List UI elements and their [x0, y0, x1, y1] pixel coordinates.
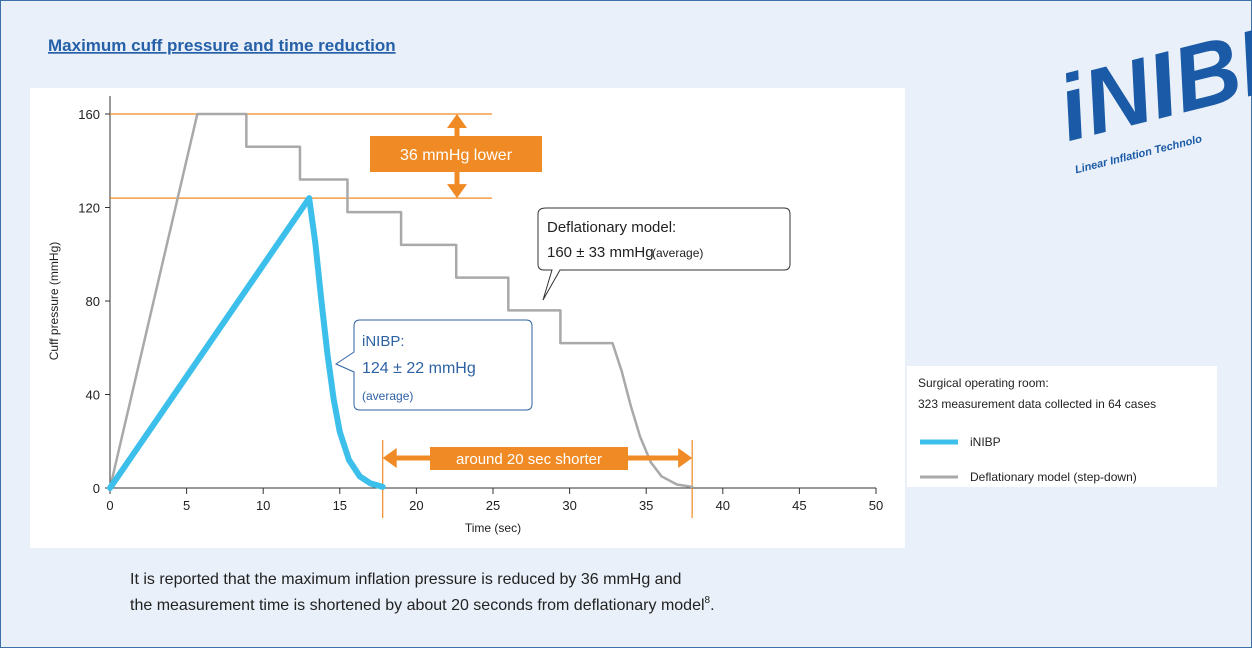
y-tick-label: 0 — [93, 481, 100, 496]
legend-box — [907, 366, 1217, 487]
arrow-head — [382, 448, 397, 468]
caption-superscript: 8 — [705, 595, 711, 606]
legend-title: 323 measurement data collected in 64 cas… — [918, 397, 1156, 411]
x-tick-label: 20 — [409, 498, 423, 513]
y-tick-label: 120 — [78, 201, 100, 216]
arrow-head — [447, 114, 467, 128]
y-axis-label: Cuff pressure (mmHg) — [47, 242, 61, 360]
x-tick-label: 25 — [486, 498, 500, 513]
arrow-head — [447, 184, 467, 199]
arrow-head — [678, 448, 693, 468]
title: Maximum cuff pressure and time reduction — [48, 36, 396, 55]
series-line — [108, 112, 694, 490]
series-line — [107, 195, 386, 491]
legend-label: Deflationary model (step-down) — [970, 470, 1137, 484]
x-tick-label: 35 — [639, 498, 653, 513]
callout-text: 124 ± 22 mmHg — [362, 360, 476, 377]
x-tick-label: 45 — [792, 498, 806, 513]
caption-end: . — [710, 597, 714, 614]
callout-text: (average) — [652, 246, 703, 260]
callout-text: 160 ± 33 mmHg — [547, 244, 654, 261]
caption: It is reported that the maximum inflatio… — [130, 571, 681, 588]
callout-text: (average) — [362, 389, 413, 403]
callout-text: iNIBP: — [362, 333, 405, 350]
callout — [537, 207, 791, 301]
callout-text: Deflationary model: — [547, 219, 676, 236]
x-tick-label: 10 — [256, 498, 270, 513]
y-tick-label: 40 — [86, 388, 100, 403]
x-axis-label: Time (sec) — [465, 521, 521, 535]
callout — [334, 319, 533, 411]
x-tick-label: 5 — [183, 498, 190, 513]
legend-title: Surgical operating room: — [918, 376, 1049, 390]
x-tick-label: 0 — [106, 498, 113, 513]
y-tick-label: 160 — [78, 107, 100, 122]
caption: the measurement time is shortened by abo… — [130, 595, 715, 614]
x-tick-label: 40 — [716, 498, 730, 513]
legend-label: iNIBP — [970, 435, 1001, 449]
caption-text: the measurement time is shortened by abo… — [130, 597, 705, 614]
annotation-box — [430, 447, 628, 470]
annotation: 36 mmHg lower — [400, 147, 513, 164]
x-tick-label: 30 — [562, 498, 576, 513]
x-tick-label: 15 — [333, 498, 347, 513]
y-tick-label: 80 — [86, 294, 100, 309]
annotation-box — [370, 136, 542, 172]
annotation: around 20 sec shorter — [456, 451, 602, 468]
x-tick-label: 50 — [869, 498, 883, 513]
